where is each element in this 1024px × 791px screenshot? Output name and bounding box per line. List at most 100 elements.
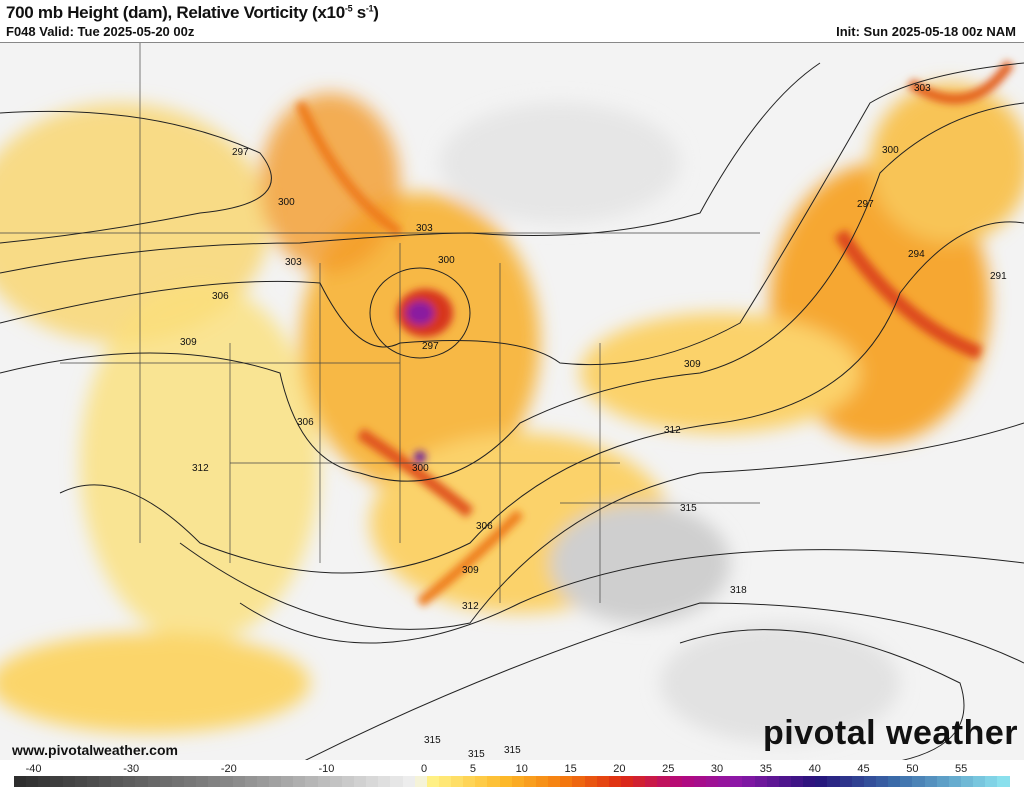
colorbar-swatch: [62, 776, 75, 787]
colorbar-swatch: [426, 776, 439, 787]
colorbar-tick: 45: [857, 763, 870, 775]
colorbar-swatch: [50, 776, 63, 787]
colorbar-swatch: [281, 776, 294, 787]
svg-text:312: 312: [462, 601, 479, 612]
colorbar-swatch: [220, 776, 233, 787]
svg-text:306: 306: [297, 417, 314, 428]
colorbar-tick: 55: [955, 763, 968, 775]
colorbar-swatches: [14, 776, 1010, 787]
svg-text:312: 312: [192, 463, 209, 474]
height-contours: [0, 62, 1024, 761]
colorbar-swatch: [791, 776, 804, 787]
colorbar-swatch: [815, 776, 828, 787]
colorbar-tick: 50: [906, 763, 919, 775]
colorbar-swatch: [657, 776, 670, 787]
colorbar-swatch: [329, 776, 342, 787]
colorbar-swatch: [973, 776, 986, 787]
colorbar-tick: 10: [515, 763, 528, 775]
colorbar-tick: -40: [25, 763, 42, 775]
colorbar-swatch: [669, 776, 682, 787]
colorbar-swatch: [256, 776, 269, 787]
colorbar-swatch: [960, 776, 974, 787]
colorbar-swatch: [402, 776, 415, 787]
svg-text:297: 297: [422, 341, 439, 352]
colorbar-swatch: [523, 776, 537, 787]
colorbar-swatch: [560, 776, 573, 787]
svg-text:303: 303: [416, 223, 433, 234]
colorbar-tick: 25: [662, 763, 675, 775]
colorbar-swatch: [936, 776, 949, 787]
map-title: 700 mb Height (dam), Relative Vorticity …: [6, 3, 379, 22]
svg-text:315: 315: [468, 749, 485, 760]
svg-text:297: 297: [857, 199, 874, 210]
colorbar-swatch: [912, 776, 925, 787]
colorbar-swatch: [499, 776, 512, 787]
colorbar-swatch: [305, 776, 318, 787]
svg-text:306: 306: [212, 291, 229, 302]
svg-text:309: 309: [462, 565, 479, 576]
colorbar-swatch: [803, 776, 816, 787]
svg-text:303: 303: [914, 83, 931, 94]
vorticity-maxima: [295, 60, 1015, 607]
colorbar-swatch: [74, 776, 87, 787]
svg-text:300: 300: [412, 463, 429, 474]
colorbar-swatch: [645, 776, 658, 787]
colorbar-swatch: [390, 776, 403, 787]
svg-text:300: 300: [278, 197, 295, 208]
svg-text:300: 300: [438, 255, 455, 266]
svg-text:309: 309: [684, 359, 701, 370]
svg-text:303: 303: [285, 257, 302, 268]
colorbar-tick: -20: [220, 763, 237, 775]
colorbar-swatch: [511, 776, 524, 787]
colorbar-swatch: [317, 776, 330, 787]
colorbar-swatch: [353, 776, 367, 787]
colorbar-swatch: [888, 776, 901, 787]
colorbar-tick: 0: [421, 763, 428, 775]
svg-text:300: 300: [882, 145, 899, 156]
colorbar-swatch: [608, 776, 622, 787]
colorbar-swatch: [111, 776, 124, 787]
colorbar-swatch: [14, 776, 27, 787]
colorbar-swatch: [596, 776, 609, 787]
colorbar-swatch: [584, 776, 597, 787]
colorbar-swatch: [123, 776, 136, 787]
colorbar-swatch: [839, 776, 852, 787]
svg-text:315: 315: [680, 503, 697, 514]
svg-text:297: 297: [232, 147, 249, 158]
colorbar-swatch: [875, 776, 889, 787]
colorbar-swatch: [475, 776, 488, 787]
colorbar-swatch: [438, 776, 452, 787]
colorbar-swatch: [208, 776, 221, 787]
colorbar-swatch: [730, 776, 743, 787]
colorbar-swatch: [366, 776, 379, 787]
svg-text:291: 291: [990, 271, 1007, 282]
colorbar-swatch: [451, 776, 464, 787]
website-link[interactable]: www.pivotalweather.com: [12, 742, 178, 758]
init-time: Init: Sun 2025-05-18 00z NAM: [836, 24, 1016, 39]
colorbar-swatch: [706, 776, 719, 787]
colorbar: -40 -30 -20 -10 0 5 10 15 20 25 30 35 40 45 50 55: [0, 760, 1024, 791]
colorbar-swatch: [487, 776, 500, 787]
colorbar-tick: -30: [123, 763, 140, 775]
colorbar-swatch: [985, 776, 998, 787]
colorbar-swatch: [718, 776, 731, 787]
colorbar-swatch: [766, 776, 779, 787]
svg-text:312: 312: [664, 425, 681, 436]
colorbar-swatch: [341, 776, 354, 787]
colorbar-swatch: [293, 776, 306, 787]
colorbar-tick: 5: [469, 763, 476, 775]
colorbar-swatch: [171, 776, 184, 787]
svg-text:306: 306: [476, 521, 493, 532]
colorbar-swatch: [948, 776, 961, 787]
colorbar-swatch: [232, 776, 245, 787]
colorbar-tick: 40: [808, 763, 821, 775]
contour-labels: 297 300 303 306 309 300 297 303 306 309 …: [180, 83, 1007, 760]
colorbar-tick: 35: [759, 763, 772, 775]
colorbar-swatch: [997, 776, 1010, 787]
colorbar-swatch: [754, 776, 767, 787]
colorbar-tick: 30: [710, 763, 724, 775]
colorbar-swatch: [536, 776, 549, 787]
colorbar-swatch: [827, 776, 840, 787]
state-borders: [0, 43, 760, 603]
colorbar-swatch: [851, 776, 864, 787]
